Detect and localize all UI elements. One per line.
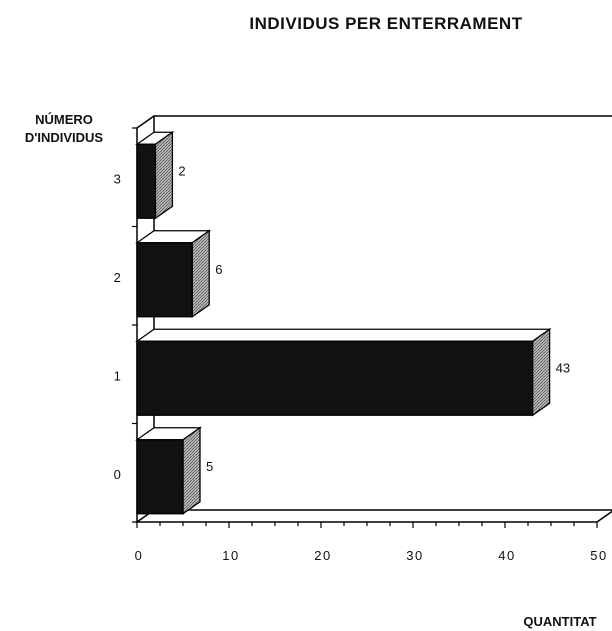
bars: 5 43 6 2 [134,130,570,516]
bar-3 [136,143,157,219]
x-tick-label: 0 [135,548,144,563]
bar-top-face [134,328,552,342]
data-label: 43 [556,360,570,375]
y-tick-labels: 0 1 2 3 [114,171,123,482]
bar-2 [136,242,193,318]
bar-0 [136,439,184,515]
floor [134,509,612,523]
y-axis-top-edge [136,115,155,129]
bar-1 [136,340,534,416]
data-label: 6 [215,262,222,277]
bar-side-face [191,229,210,319]
x-tick-label: 20 [314,548,331,563]
x-tick-label: 30 [406,548,423,563]
back-wall [153,115,612,510]
data-label: 2 [178,163,185,178]
y-axis-title-line1: NÚMERO [35,112,93,127]
y-axis-title-line2: D'INDIVIDUS [25,130,104,145]
chart-title: INDIVIDUS PER ENTERRAMENT [249,14,522,33]
x-tick-label: 40 [498,548,515,563]
bar-side-face [531,327,551,417]
x-tick-label: 10 [222,548,239,563]
plot-frame [132,115,612,528]
x-tick-label: 50 [590,548,607,563]
y-tick-label: 3 [114,171,123,186]
y-tick-label: 1 [114,368,123,383]
x-tick-labels: 0 10 20 30 40 50 [135,548,607,563]
bar-side-face [182,426,201,516]
x-axis-title: QUANTITAT [523,614,596,629]
y-tick-label: 0 [114,467,123,482]
y-tick-label: 2 [114,270,123,285]
bar-side-face [154,130,174,220]
data-label: 5 [206,459,213,474]
